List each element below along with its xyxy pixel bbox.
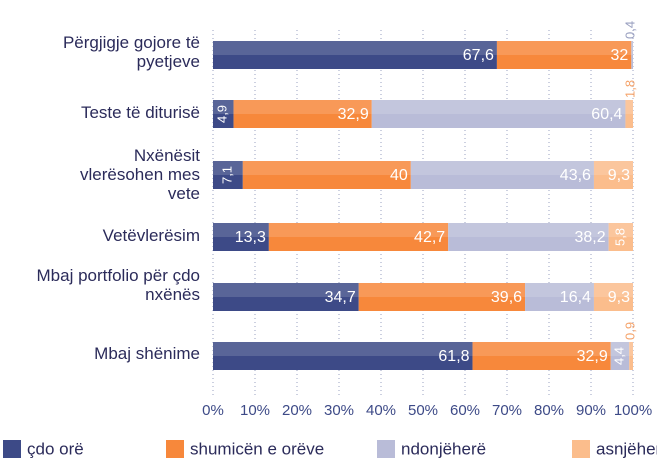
data-label: 43,6 <box>560 167 591 184</box>
bar-segment <box>213 161 243 189</box>
data-label: 39,6 <box>491 289 522 306</box>
data-label: 1,8 <box>622 80 637 98</box>
bar-highlight <box>233 100 372 114</box>
bar-segment <box>525 283 594 311</box>
bar-highlight <box>525 283 594 297</box>
data-label: 4,9 <box>215 105 230 123</box>
legend-label: shumicën e orëve <box>190 439 324 458</box>
bar-segment <box>625 100 633 128</box>
data-label: 16,4 <box>560 289 591 306</box>
category-label: Përgjigje gojore të pyetjeve <box>62 33 200 71</box>
bar-segment <box>213 342 473 370</box>
category-label: Mbaj shënime <box>94 344 200 363</box>
bar-highlight <box>268 223 449 237</box>
data-label: 60,4 <box>591 106 622 123</box>
bar-highlight <box>448 223 609 237</box>
legend-swatch <box>377 440 395 458</box>
bar-segment <box>213 100 234 128</box>
bar-segment <box>448 223 609 251</box>
x-tick-label: 90% <box>576 402 606 419</box>
bar-highlight <box>410 161 594 175</box>
bar-segment <box>608 223 633 251</box>
bar-segment <box>358 283 526 311</box>
bar-segment <box>213 223 269 251</box>
bar-highlight <box>213 342 473 356</box>
legend-label: asnjëherë <box>596 439 657 458</box>
data-label: 4,4 <box>611 347 626 365</box>
bar-highlight <box>631 41 633 55</box>
x-tick-label: 50% <box>408 402 438 419</box>
bar-segment <box>268 223 449 251</box>
x-tick-label: 60% <box>450 402 480 419</box>
legend-swatch <box>3 440 21 458</box>
bar-highlight <box>496 41 632 55</box>
bar-highlight <box>213 283 359 297</box>
x-tick-label: 0% <box>202 402 224 419</box>
data-label: 61,8 <box>438 348 469 365</box>
bar-segment <box>233 100 372 128</box>
category-label: Teste të diturisë <box>80 103 200 122</box>
x-tick-label: 20% <box>282 402 312 419</box>
bar-highlight <box>213 223 269 237</box>
bar-highlight <box>371 100 626 114</box>
bar-segment <box>631 41 633 69</box>
data-label: 0,4 <box>622 21 637 39</box>
bar-segment <box>410 161 594 189</box>
bar-segment <box>242 161 411 189</box>
data-label: 32 <box>611 47 629 64</box>
bar-segment <box>472 342 611 370</box>
bar-highlight <box>608 223 633 237</box>
bar-segment <box>593 161 633 189</box>
bar-highlight <box>213 161 243 175</box>
bar-highlight <box>213 41 497 55</box>
bar-highlight <box>242 161 411 175</box>
x-tick-label: 70% <box>492 402 522 419</box>
category-label: Nxënësit vlerësohen mes vete <box>79 146 200 203</box>
data-label: 32,9 <box>338 106 369 123</box>
data-label: 34,7 <box>325 289 356 306</box>
data-label: 32,9 <box>577 348 608 365</box>
legend-swatch <box>572 440 590 458</box>
data-label: 42,7 <box>414 229 445 246</box>
bar-segment <box>213 41 497 69</box>
bar-highlight <box>593 161 633 175</box>
legend-label: çdo orë <box>27 439 84 458</box>
bar-highlight <box>610 342 630 356</box>
bar-segment <box>496 41 632 69</box>
bar-highlight <box>213 100 234 114</box>
x-tick-label: 40% <box>366 402 396 419</box>
data-label: 5,8 <box>612 228 627 246</box>
bar-segment <box>629 342 633 370</box>
bar-segment <box>610 342 630 370</box>
x-tick-label: 10% <box>240 402 270 419</box>
bar-highlight <box>472 342 611 356</box>
bar-segment <box>371 100 626 128</box>
x-tick-label: 80% <box>534 402 564 419</box>
data-label: 38,2 <box>574 229 605 246</box>
category-label: Vetëvlerësim <box>102 226 200 245</box>
bar-highlight <box>625 100 633 114</box>
category-label: Mbaj portfolio për çdo nxënës <box>36 266 200 304</box>
bar-segment <box>213 283 359 311</box>
bar-highlight <box>593 283 633 297</box>
data-label: 40 <box>390 167 408 184</box>
data-label: 13,3 <box>235 229 266 246</box>
legend-swatch <box>166 440 184 458</box>
x-tick-label: 30% <box>324 402 354 419</box>
x-tick-label: 100% <box>614 402 652 419</box>
data-label: 0,9 <box>622 322 637 340</box>
data-label: 7,1 <box>219 166 234 184</box>
legend-label: ndonjëherë <box>401 439 486 458</box>
bar-highlight <box>358 283 526 297</box>
data-label: 67,6 <box>463 47 494 64</box>
bar-highlight <box>629 342 633 356</box>
data-label: 9,3 <box>608 289 630 306</box>
bar-segment <box>593 283 633 311</box>
data-label: 9,3 <box>608 167 630 184</box>
